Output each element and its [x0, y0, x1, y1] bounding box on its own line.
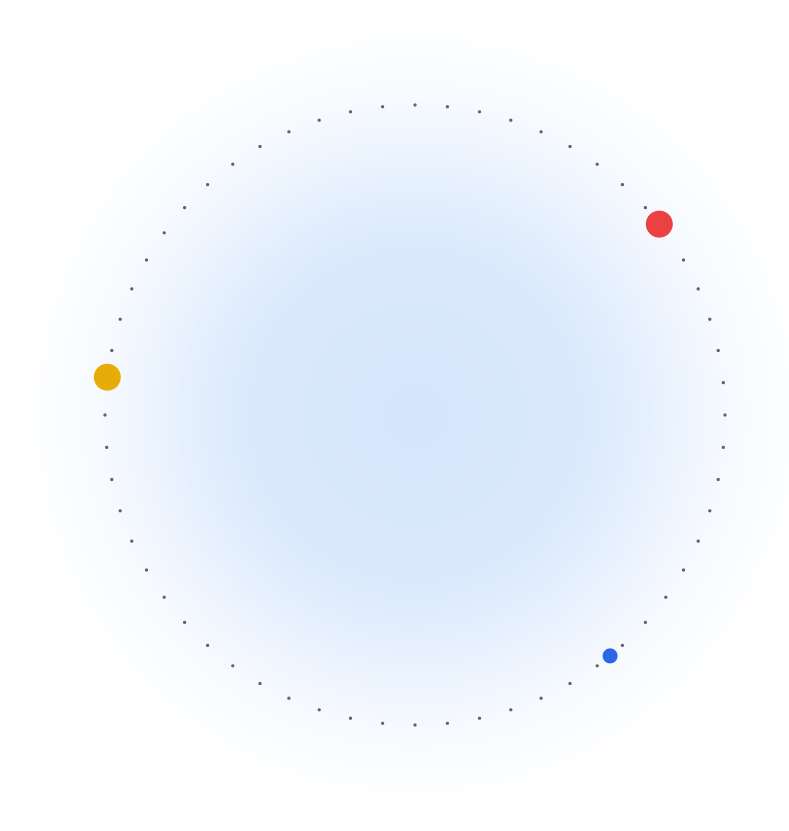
ring-dot — [144, 568, 149, 572]
ring-dot — [620, 643, 625, 648]
ring-dot — [539, 696, 543, 700]
ring-dot — [118, 317, 122, 321]
ring-dot — [477, 110, 482, 114]
ring-dot — [509, 118, 513, 122]
ring-dot — [144, 258, 149, 262]
ring-dot — [258, 144, 262, 149]
ring-dot — [348, 716, 353, 720]
ring-dot — [539, 130, 543, 134]
ring-dot — [620, 183, 625, 187]
ring-dot — [721, 445, 725, 449]
ring-dot — [445, 105, 449, 109]
blue-marker — [602, 648, 618, 664]
ring-dot — [231, 664, 235, 668]
red-marker — [645, 210, 673, 238]
yellow-marker — [93, 363, 121, 391]
ring-dot — [721, 381, 725, 385]
ring-dot — [130, 287, 134, 291]
ring-dot — [118, 509, 122, 513]
ring-dot — [381, 721, 385, 725]
orbit-markers — [93, 210, 673, 664]
ring-dot — [103, 413, 107, 417]
ring-dot — [568, 681, 572, 686]
ring-dot — [206, 643, 210, 648]
ring-dot — [413, 103, 417, 107]
ring-dot — [162, 231, 166, 235]
ring-dot — [317, 708, 321, 712]
ring-dot — [696, 539, 700, 543]
ring-dot — [105, 445, 109, 449]
ring-dot — [708, 317, 712, 321]
ring-dot — [183, 620, 187, 625]
ring-dot — [348, 110, 353, 114]
ring-dot — [110, 477, 114, 482]
ring-dot — [231, 162, 235, 166]
ring-dot — [162, 595, 166, 599]
ring-dot — [317, 118, 321, 122]
ring-dot — [287, 696, 291, 700]
ring-dot — [716, 348, 720, 353]
ring-dot — [110, 348, 114, 353]
ring-dot — [664, 595, 668, 599]
ring-dot — [183, 206, 187, 210]
ring-dot — [643, 620, 648, 625]
ring-dot — [568, 144, 572, 149]
ring-dot — [708, 509, 712, 513]
ring-dot — [206, 183, 210, 187]
ring-dot — [595, 162, 599, 166]
ring-dot — [445, 721, 449, 725]
ring-dot — [595, 664, 599, 668]
ring-dot — [130, 539, 134, 543]
ring-dot — [681, 568, 686, 572]
ring-dot — [643, 206, 648, 210]
ring-dot — [413, 723, 417, 727]
ring-dot — [723, 413, 727, 417]
ring-dot — [696, 287, 700, 291]
ring-dot — [509, 708, 513, 712]
ring-dot — [287, 130, 291, 134]
ring-dot — [681, 258, 686, 262]
ring-dot — [716, 477, 720, 482]
ring-dot — [258, 681, 262, 686]
ring-dots — [103, 103, 727, 727]
ring-dot — [381, 105, 385, 109]
ring-dot — [477, 716, 482, 720]
